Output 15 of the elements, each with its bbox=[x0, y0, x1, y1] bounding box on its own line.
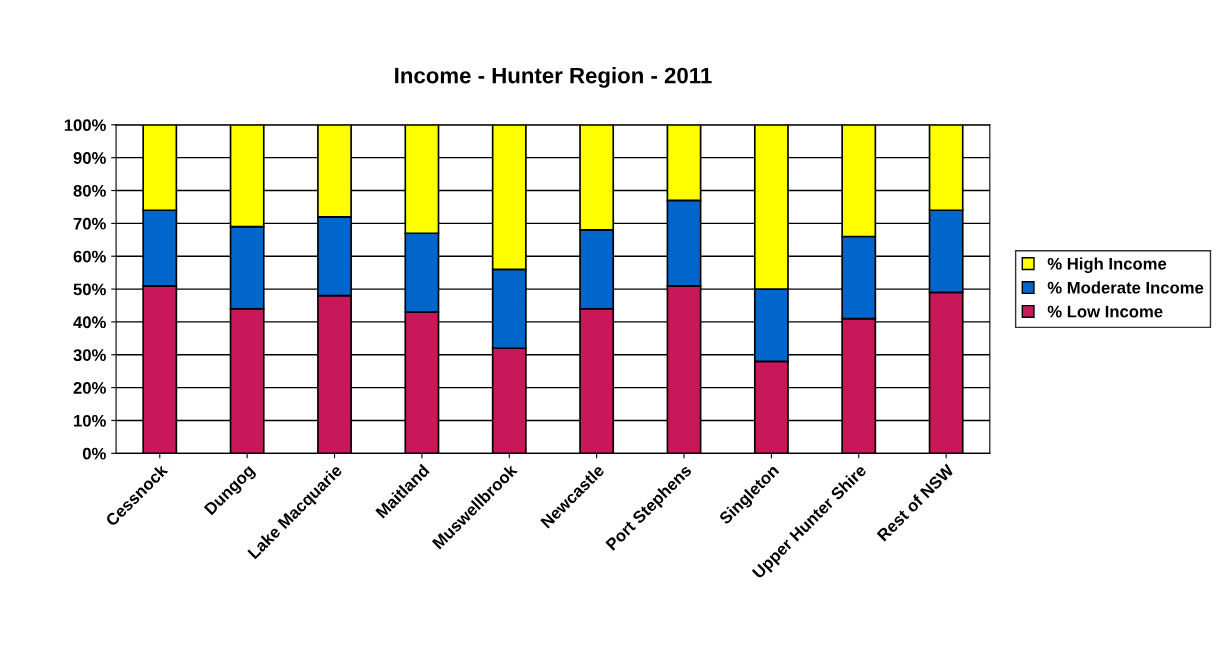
y-tick-label: 50% bbox=[73, 283, 106, 296]
legend-label: % Moderate Income bbox=[1047, 281, 1204, 294]
y-tick-label: 60% bbox=[73, 250, 106, 263]
y-tick-label: 30% bbox=[73, 349, 106, 362]
y-tick-label: 40% bbox=[73, 316, 106, 329]
y-tick-label: 70% bbox=[73, 217, 106, 230]
legend-label: % Low Income bbox=[1047, 305, 1163, 318]
y-tick-label: 90% bbox=[73, 152, 106, 164]
chart-title: Income - Hunter Region - 2011 bbox=[395, 67, 712, 88]
legend-label: % High Income bbox=[1047, 257, 1167, 274]
y-tick-label: 0% bbox=[82, 447, 106, 460]
y-tick-label: 100% bbox=[64, 119, 106, 132]
y-tick-label: 80% bbox=[73, 184, 106, 197]
y-tick-label: 10% bbox=[74, 414, 106, 427]
y-tick-label: 20% bbox=[73, 382, 106, 394]
